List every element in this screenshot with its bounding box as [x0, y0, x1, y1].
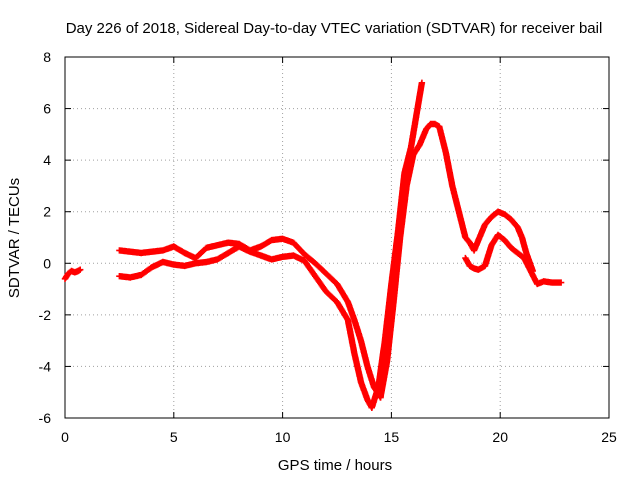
series-segment-1: [61, 266, 84, 282]
y-tick-label: 8: [43, 49, 51, 65]
data-point-markers: [116, 243, 375, 411]
y-tick-label: -2: [39, 307, 52, 323]
y-tick-label: 0: [43, 255, 51, 271]
series-tail-upper: [466, 208, 536, 275]
y-tick-label: 2: [43, 204, 51, 220]
series-upper-track: [116, 235, 384, 401]
y-tick-label: 6: [43, 101, 51, 117]
x-tick-label: 15: [384, 429, 400, 445]
x-tick-label: 0: [61, 429, 69, 445]
x-tick-label: 25: [601, 429, 617, 445]
series-recovery-peak-b: [377, 120, 473, 401]
x-axis-label: GPS time / hours: [278, 457, 392, 474]
data-marks: [61, 79, 565, 411]
x-tick-label: 10: [275, 429, 291, 445]
data-point-markers: [116, 235, 384, 401]
grid: [65, 57, 609, 418]
series-lower-track: [116, 243, 375, 411]
data-point-markers: [377, 120, 473, 401]
y-tick-label: 4: [43, 152, 51, 168]
data-point-markers: [462, 231, 565, 288]
plot-frame: [64, 56, 610, 419]
y-tick-label: -4: [39, 358, 52, 374]
x-tick-label: 20: [492, 429, 508, 445]
series-tail-lower: [462, 231, 565, 288]
x-tick-label: 5: [170, 429, 178, 445]
data-point-markers: [61, 266, 84, 282]
y-tick-label: -6: [39, 410, 52, 426]
chart-title: Day 226 of 2018, Sidereal Day-to-day VTE…: [66, 20, 603, 37]
y-axis-label: SDTVAR / TECUs: [6, 178, 23, 298]
axis-ticks: 0 5 10 15 20 25 -6 -4 -2 0 2 4 6 8: [39, 49, 617, 445]
data-point-markers: [466, 208, 536, 275]
